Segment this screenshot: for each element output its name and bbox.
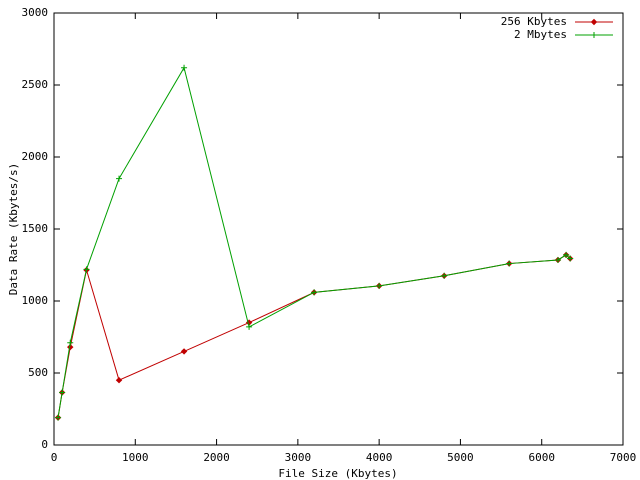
x-tick-label: 0	[51, 451, 58, 464]
series-line	[57, 66, 571, 418]
point	[563, 251, 570, 258]
y-tick-label: 2000	[22, 150, 49, 163]
point	[554, 256, 561, 263]
point	[116, 175, 123, 182]
point	[567, 255, 574, 262]
point	[83, 266, 90, 273]
y-tick-label: 2500	[22, 78, 49, 91]
point	[506, 260, 513, 267]
y-tick-label: 1000	[22, 294, 49, 307]
y-axis-label: Data Rate (Kbytes/s)	[7, 163, 20, 295]
point	[55, 414, 62, 421]
legend-marker	[590, 18, 598, 26]
x-tick-label: 2000	[203, 451, 230, 464]
point	[246, 323, 253, 330]
series-line	[57, 254, 571, 418]
point	[311, 289, 318, 296]
point	[376, 282, 383, 289]
legend-marker	[591, 32, 597, 38]
y-tick-label: 1500	[22, 222, 49, 235]
x-tick-label: 5000	[447, 451, 474, 464]
x-tick-label: 1000	[122, 451, 149, 464]
y-tick-label: 0	[41, 438, 48, 451]
y-tick-label: 3000	[22, 6, 49, 19]
point	[441, 272, 448, 279]
legend-label: 256 Kbytes	[501, 15, 567, 28]
y-tick-label: 500	[28, 366, 48, 379]
point	[67, 339, 74, 346]
plot-border	[53, 12, 624, 446]
point	[180, 348, 188, 355]
point	[59, 389, 66, 396]
x-axis-label: File Size (Kbytes)	[278, 467, 397, 480]
legend-label: 2 Mbytes	[514, 28, 567, 41]
x-tick-label: 3000	[285, 451, 312, 464]
x-tick-label: 6000	[528, 451, 555, 464]
x-tick-label: 7000	[610, 451, 637, 464]
point	[115, 376, 123, 384]
point	[181, 64, 188, 71]
x-tick-label: 4000	[366, 451, 393, 464]
